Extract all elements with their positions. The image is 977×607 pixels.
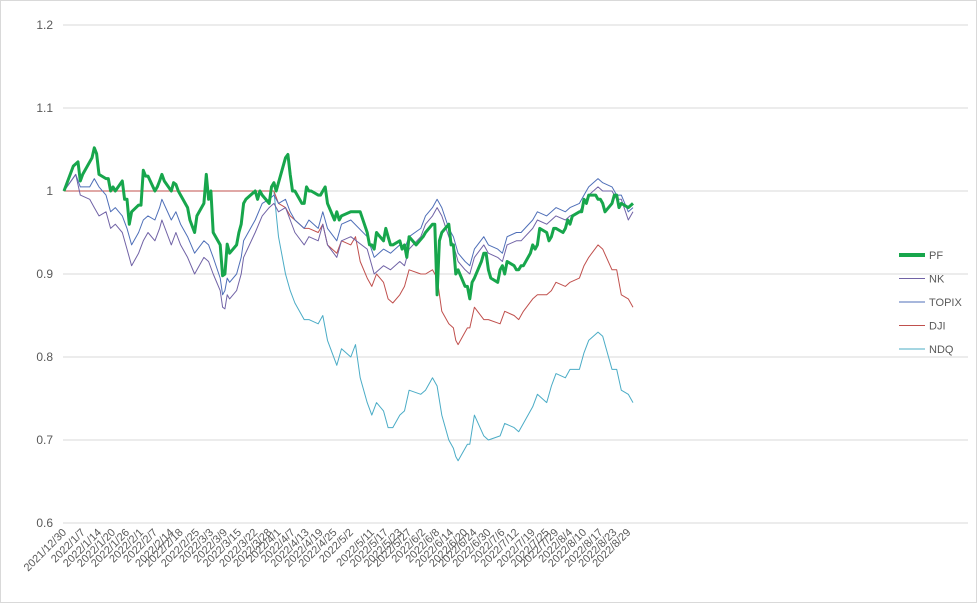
legend-item-dji: DJI (899, 321, 946, 333)
y-tick-label: 0.6 (36, 516, 53, 530)
x-axis-labels: 2021/12/302022/1/72022/1/142022/1/202022… (22, 527, 634, 574)
legend-item-topix: TOPIX (899, 297, 962, 309)
series-lines (62, 146, 634, 462)
legend: PF NK TOPIX DJI NDQ (899, 250, 962, 356)
legend-item-pf: PF (899, 250, 943, 262)
legend-label: NK (929, 274, 945, 286)
legend-label: DJI (929, 321, 946, 333)
series-line-pf (62, 146, 634, 301)
legend-label: PF (929, 250, 943, 262)
series-line-topix (63, 173, 634, 296)
y-tick-label: 1 (46, 184, 53, 198)
legend-item-ndq: NDQ (899, 344, 954, 356)
series-line-ndq (64, 190, 634, 462)
y-tick-label: 1.2 (36, 18, 53, 32)
y-tick-label: 0.9 (36, 267, 53, 281)
y-axis-labels: 0.6 0.7 0.8 0.9 1 1.1 1.2 (36, 18, 53, 530)
legend-item-nk: NK (899, 274, 945, 286)
y-tick-label: 0.7 (36, 433, 53, 447)
gridlines (63, 24, 968, 524)
series-line-nk (63, 173, 634, 310)
y-tick-label: 0.8 (36, 350, 53, 364)
legend-label: NDQ (929, 344, 954, 356)
legend-label: TOPIX (929, 297, 962, 309)
y-tick-label: 1.1 (36, 101, 53, 115)
